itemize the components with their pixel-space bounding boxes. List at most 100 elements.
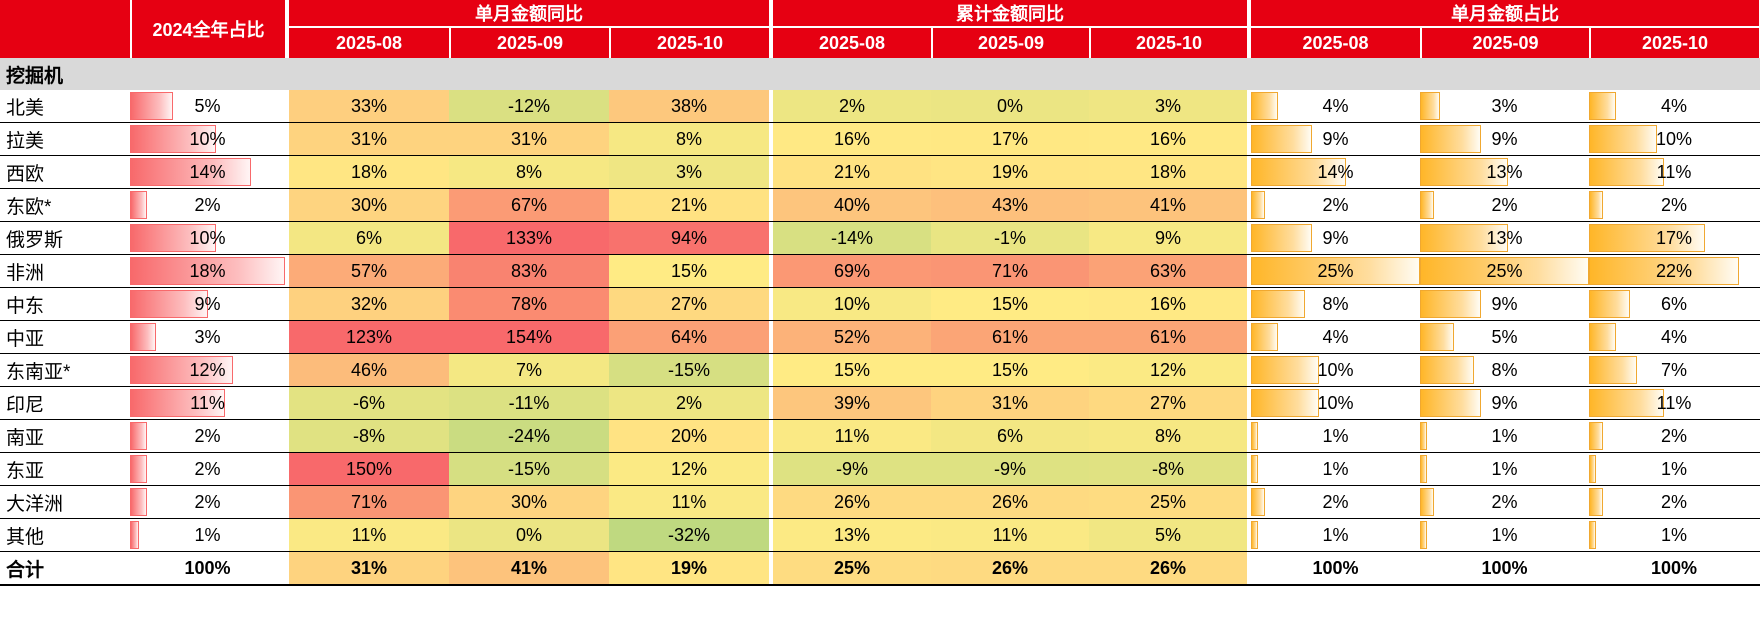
cell-month_share-2025-08: 2% [1251, 189, 1420, 221]
group-gutter [285, 420, 289, 452]
cell-month_share-2025-08: 100% [1251, 552, 1420, 584]
cell-cum_yoy-2025-10: 27% [1089, 387, 1247, 419]
cell-mom_yoy-2025-08: 31% [289, 123, 449, 155]
cell-mom_yoy-2025-09: 41% [449, 552, 609, 584]
cell-month_share-2025-10: 2% [1589, 486, 1759, 518]
cell-month_share-2025-08: 4% [1251, 321, 1420, 353]
header-corner-cell [0, 0, 130, 58]
cell-mom_yoy-2025-10: 27% [609, 288, 769, 320]
region-row: 其他 1% 11% 0% -32% 13% 11% 5% 1% 1% 1% [0, 518, 1760, 551]
month-share-data-bar [1420, 356, 1475, 384]
cell-month_share-2025-09: 1% [1420, 453, 1589, 485]
month-share-value: 3% [1491, 95, 1518, 116]
cum_yoy-value: 3% [1154, 95, 1181, 116]
month-share-data-bar [1589, 455, 1596, 483]
mom_yoy-value: 31% [350, 557, 388, 578]
cell-month_share-2025-10: 11% [1589, 156, 1759, 188]
cum_yoy-value: 2% [838, 95, 865, 116]
month-share-data-bar [1251, 356, 1319, 384]
header-share2024-cell: 2024全年占比 [130, 0, 285, 58]
share2024-value: 2% [194, 491, 221, 512]
cell-cum_yoy-2025-10: 12% [1089, 354, 1247, 386]
cell-month_share-2025-09: 8% [1420, 354, 1589, 386]
cell-month_share-2025-10: 2% [1589, 189, 1759, 221]
header-date-cell-month_share-2025-08: 2025-08 [1251, 28, 1420, 58]
month-share-data-bar [1420, 224, 1508, 252]
group-gutter [285, 123, 289, 155]
month-share-value: 10% [1317, 392, 1354, 413]
cell-month_share-2025-10: 100% [1589, 552, 1759, 584]
cell-mom_yoy-2025-09: 0% [449, 519, 609, 551]
table-body: 北美 5% 33% -12% 38% 2% 0% 3% 4% 3% 4% 拉美 10% 31% 31% 8% 1… [0, 90, 1760, 586]
cell-mom_yoy-2025-09: -11% [449, 387, 609, 419]
group-gutter [769, 156, 773, 188]
month-share-data-bar [1420, 191, 1434, 219]
month-share-value: 25% [1486, 260, 1523, 281]
cell-cum_yoy-2025-08: 13% [773, 519, 931, 551]
cell-month_share-2025-08: 2% [1251, 486, 1420, 518]
month-share-data-bar [1589, 191, 1603, 219]
cum_yoy-value: 16% [833, 128, 871, 149]
region-label: 其他 [0, 519, 130, 551]
header-date-cell-month_share-2025-09: 2025-09 [1420, 28, 1589, 58]
month-share-data-bar [1589, 125, 1657, 153]
region-label: 中东 [0, 288, 130, 320]
month-share-value: 10% [1655, 128, 1693, 149]
group-gutter [1247, 354, 1251, 386]
month-share-value: 25% [1317, 260, 1354, 281]
header-date-cell-month_share-2025-10: 2025-10 [1589, 28, 1759, 58]
share2024-value: 18% [189, 260, 226, 281]
region-label: 非洲 [0, 255, 130, 287]
cell-cum_yoy-2025-09: -9% [931, 453, 1089, 485]
total-row: 合计 100% 31% 41% 19% 25% 26% 26% 100% 100% 100% [0, 551, 1760, 586]
header-date-cell-cum_yoy-2025-09: 2025-09 [931, 28, 1089, 58]
month-share-data-bar [1589, 389, 1664, 417]
mom_yoy-value: 19% [670, 557, 708, 578]
group-gutter [1247, 156, 1251, 188]
mom_yoy-value: 11% [351, 524, 387, 545]
cell-mom_yoy-2025-08: 57% [289, 255, 449, 287]
month-share-data-bar [1589, 356, 1637, 384]
month-share-value: 2% [1660, 491, 1687, 512]
cell-month_share-2025-08: 10% [1251, 387, 1420, 419]
cum_yoy-value: 52% [833, 326, 871, 347]
month-share-data-bar [1251, 422, 1258, 450]
cum_yoy-value: 15% [991, 293, 1029, 314]
region-label: 拉美 [0, 123, 130, 155]
cell-month_share-2025-10: 22% [1589, 255, 1759, 287]
mom_yoy-value: 8% [515, 161, 542, 182]
cell-mom_yoy-2025-10: 8% [609, 123, 769, 155]
region-label: 中亚 [0, 321, 130, 353]
mom_yoy-value: 41% [510, 557, 548, 578]
cell-share2024: 18% [130, 255, 285, 287]
month-share-value: 2% [1660, 425, 1687, 446]
group-gutter [285, 222, 289, 254]
cell-month_share-2025-09: 13% [1420, 156, 1589, 188]
month-share-data-bar [1251, 521, 1258, 549]
table-header: 2024全年占比 单月金额同比 2025-08 2025-09 2025-10 累计金额同… [0, 0, 1760, 58]
cell-mom_yoy-2025-09: 67% [449, 189, 609, 221]
month-share-data-bar [1420, 257, 1589, 285]
cell-mom_yoy-2025-08: 30% [289, 189, 449, 221]
month-share-data-bar [1251, 257, 1420, 285]
cell-month_share-2025-08: 8% [1251, 288, 1420, 320]
cell-mom_yoy-2025-08: 11% [289, 519, 449, 551]
cell-mom_yoy-2025-09: -12% [449, 90, 609, 122]
cell-cum_yoy-2025-09: 11% [931, 519, 1089, 551]
cell-month_share-2025-09: 9% [1420, 387, 1589, 419]
cum_yoy-value: 26% [1149, 557, 1187, 578]
month-share-data-bar [1589, 224, 1705, 252]
cell-month_share-2025-09: 25% [1420, 255, 1589, 287]
month-share-value: 1% [1491, 524, 1518, 545]
group-gutter [1247, 321, 1251, 353]
mom_yoy-value: 83% [510, 260, 548, 281]
month-share-value: 2% [1660, 194, 1687, 215]
mom_yoy-value: -6% [352, 392, 385, 413]
cell-cum_yoy-2025-08: 39% [773, 387, 931, 419]
header-group-label-cum_yoy: 累计金额同比 [773, 0, 1247, 28]
cum_yoy-value: 19% [991, 161, 1029, 182]
cell-cum_yoy-2025-09: 26% [931, 552, 1089, 584]
share2024-data-bar [130, 92, 174, 120]
cum_yoy-value: 40% [833, 194, 871, 215]
cum_yoy-value: 63% [1149, 260, 1187, 281]
